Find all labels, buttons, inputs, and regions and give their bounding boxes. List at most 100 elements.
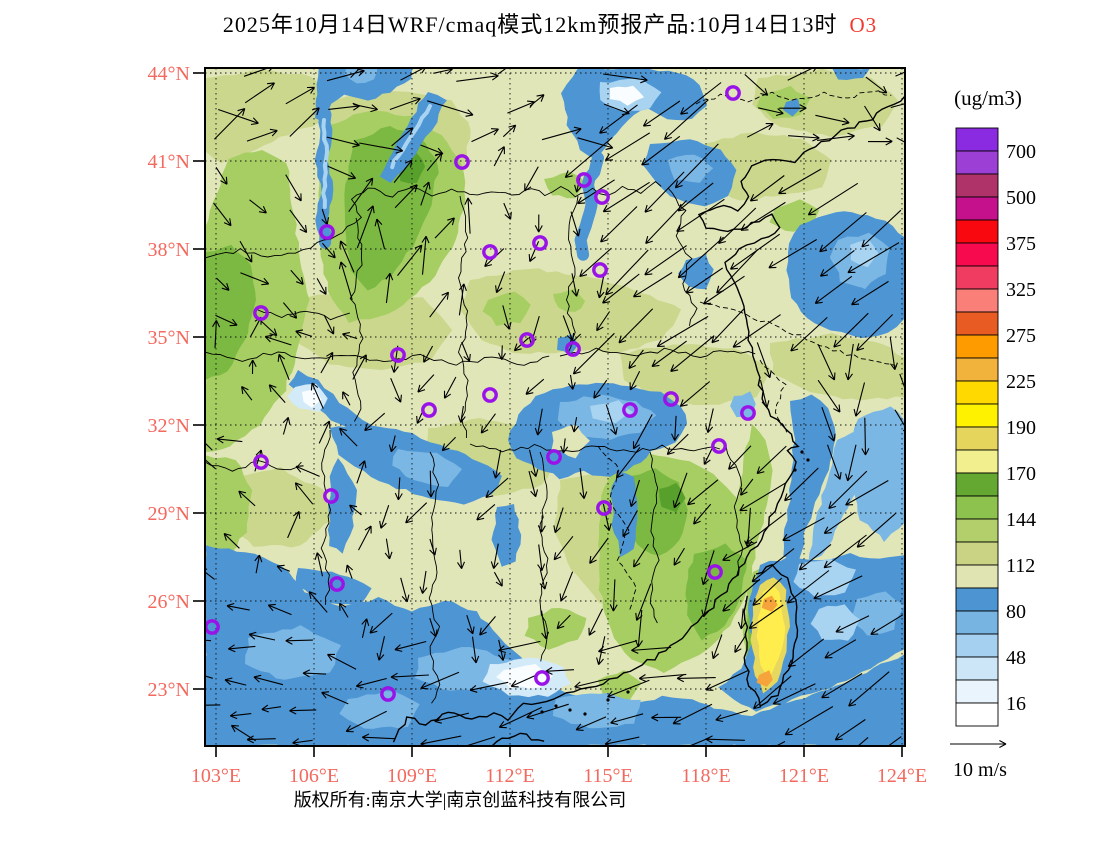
- wind-arrow: [676, 674, 716, 683]
- wind-arrow: [633, 272, 673, 298]
- wind-arrow: [388, 435, 397, 453]
- wind-arrow: [227, 644, 256, 653]
- wind-arrow: [528, 449, 539, 477]
- wind-arrow: [524, 166, 539, 192]
- wind-arrow: [845, 480, 889, 506]
- wind-arrow: [853, 382, 866, 417]
- wind-arrow: [205, 442, 213, 451]
- wind-arrow: [861, 417, 870, 456]
- wind-arrow: [615, 446, 641, 479]
- wind-arrow: [688, 737, 710, 746]
- wind-arrow: [679, 381, 711, 407]
- wind-arrow: [746, 123, 774, 138]
- wind-arrow: [867, 137, 893, 146]
- city-marker: [253, 305, 269, 321]
- wind-arrow: [740, 201, 786, 231]
- wind-arrow: [427, 100, 474, 117]
- wind-arrow: [718, 207, 757, 245]
- wind-arrow: [856, 512, 897, 548]
- axis-layer: 103°E 106°E 109°E 112°E 115°E 118°E 121°E 124°E…: [148, 63, 928, 787]
- island-dot: [568, 708, 572, 712]
- province-border: [559, 347, 756, 358]
- wind-arrow: [277, 353, 290, 381]
- wind-arrow: [493, 571, 503, 587]
- wind-arrow: [560, 438, 569, 454]
- wind-arrow: [429, 618, 438, 638]
- wind-arrow: [676, 198, 725, 232]
- wind-arrow: [705, 669, 749, 691]
- fill-region-blue2: [339, 691, 420, 729]
- wind-arrow: [214, 107, 246, 140]
- wind-arrow: [605, 249, 649, 296]
- fill-region-blue1: [783, 98, 801, 117]
- wind-arrow: [752, 577, 783, 606]
- wind-arrow: [671, 415, 680, 441]
- island-dot: [793, 468, 797, 472]
- wind-arrow: [480, 413, 496, 434]
- wind-arrow: [339, 240, 355, 273]
- wind-arrow: [420, 671, 460, 690]
- wind-arrow: [285, 86, 315, 105]
- colorbar-swatch: [955, 334, 999, 359]
- wind-arrow: [641, 135, 681, 166]
- wind-arrow: [651, 713, 682, 722]
- wind-arrow: [574, 678, 608, 690]
- colorbar-swatch: [955, 495, 999, 520]
- city-marker: [594, 189, 610, 205]
- wind-arrow: [384, 538, 393, 560]
- wind-arrow: [417, 374, 435, 393]
- wind-arrow: [824, 639, 857, 659]
- wind-arrow: [889, 336, 898, 371]
- wind-arrow: [887, 736, 902, 746]
- wind-arrow: [899, 373, 905, 391]
- wind-arrow: [342, 391, 351, 406]
- wind-arrow: [588, 608, 603, 636]
- wind-arrow: [525, 378, 545, 395]
- fill-ribbon-blue3: [390, 104, 432, 170]
- wind-arrow: [629, 370, 641, 391]
- wind-arrow: [847, 242, 900, 274]
- colorbar-swatch: [955, 288, 999, 313]
- province-border: [649, 451, 660, 624]
- wind-arrow: [779, 104, 807, 113]
- wind-arrow: [603, 73, 648, 84]
- province-border: [458, 195, 469, 439]
- wind-arrow: [391, 127, 414, 147]
- wind-arrow: [503, 202, 512, 220]
- wind-arrow: [798, 543, 832, 571]
- wind-arrow: [599, 104, 638, 134]
- province-border-dashed: [699, 301, 899, 368]
- species-label: O3: [849, 13, 878, 37]
- fill-region-grn1: [737, 424, 773, 561]
- wind-arrow: [443, 376, 457, 399]
- colorbar-label: 190: [1006, 417, 1036, 439]
- wind-arrow: [502, 305, 512, 330]
- wind-arrow: [851, 280, 889, 306]
- lon-tick-label: 103°E: [191, 765, 241, 787]
- city-marker-layer: [205, 85, 756, 702]
- wind-arrow: [456, 72, 499, 82]
- colorbar-swatch: [955, 633, 999, 658]
- fill-region-grn2: [685, 543, 747, 641]
- colorbar-label: 16: [1006, 693, 1026, 715]
- city-marker: [596, 500, 612, 516]
- wind-arrow: [553, 535, 574, 561]
- lat-tick-label: 29°N: [148, 503, 190, 525]
- wind-arrow: [748, 604, 784, 629]
- wind-arrow: [864, 105, 881, 132]
- wind-arrow: [600, 206, 638, 243]
- wind-arrow: [479, 616, 496, 636]
- wind-arrow: [821, 407, 836, 442]
- wind-arrow: [426, 470, 435, 498]
- wind-arrow: [205, 704, 221, 706]
- wind-arrow: [577, 179, 615, 205]
- fill-region-grn3: [659, 482, 686, 513]
- wind-arrow: [352, 354, 367, 380]
- wind-arrow: [541, 126, 582, 141]
- wind-arrow: [687, 479, 719, 506]
- wind-arrow: [230, 724, 256, 742]
- fill-region-org: [761, 595, 778, 612]
- fill-region-blue2: [668, 154, 714, 183]
- colorbar-label: 500: [1006, 187, 1036, 209]
- wind-arrow: [244, 82, 275, 104]
